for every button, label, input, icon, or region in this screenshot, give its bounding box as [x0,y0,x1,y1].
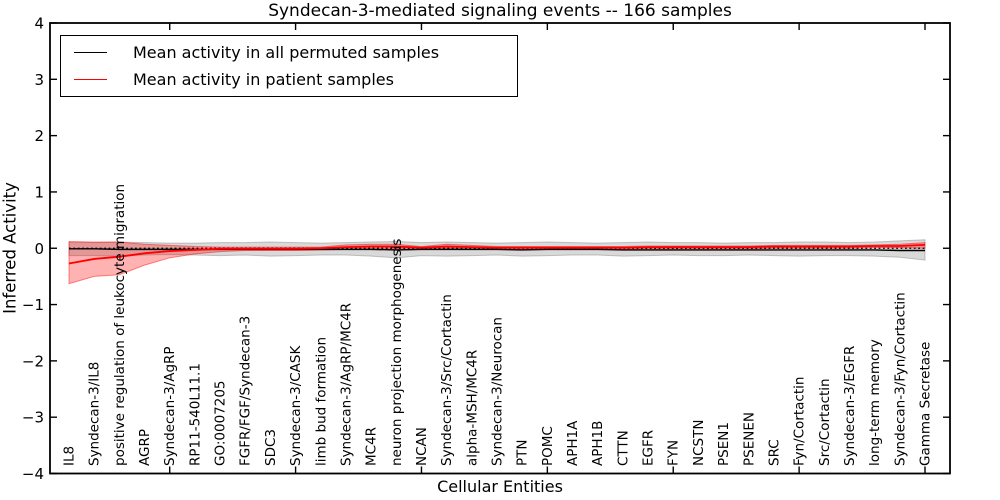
x-tick-label: alpha-MSH/MC4R [464,350,480,466]
x-tick-label: FYN [666,440,682,466]
x-tick-label: Gamma Secretase [918,342,934,466]
x-tick-label: Syndecan-3/IL8 [87,362,103,466]
x-tick-label: limb bud formation [313,337,329,466]
x-tick-label: CTTN [615,430,631,466]
x-tick-label: MC4R [364,427,380,466]
x-axis-label: Cellular Entities [437,477,563,496]
x-tick-label: FGFR/FGF/Syndecan-3 [238,316,254,466]
x-tick-label: PSENEN [741,412,757,466]
patient-mean-line [68,243,926,265]
x-tick-label: PTN [515,440,531,467]
x-tick-label: Syndecan-3/EGFR [842,346,858,466]
y-tick-label: 4 [34,15,44,33]
x-tick-label: PSEN1 [716,422,732,466]
x-tick-label: Fyn/Cortactin [792,377,808,466]
x-tick-label: RP11-540L11.1 [187,363,203,466]
x-tick-label: APH1A [565,420,581,466]
legend-label-permuted: Mean activity in all permuted samples [133,43,440,62]
x-tick-label: Src/Cortactin [817,378,833,466]
x-tick-label: IL8 [62,446,78,466]
y-axis-ticks: 4 3 2 1 0 −1 −2 −3 −4 [22,15,950,483]
patient-line-sample [74,79,107,80]
x-tick-label: APH1B [590,421,606,466]
permuted-line-sample [74,52,107,53]
x-tick-label: Syndecan-3/AgRP/MC4R [338,303,354,466]
x-tick-label: positive regulation of leukocyte migrati… [112,184,128,466]
x-tick-label: Syndecan-3/AgRP [162,346,178,466]
x-tick-label: POMC [540,426,556,466]
legend-label-patient: Mean activity in patient samples [133,70,394,89]
y-tick-label: −1 [22,296,44,314]
x-tick-label: SRC [766,439,782,466]
x-tick-label: AGRP [137,429,153,466]
legend-item-patient: Mean activity in patient samples [61,66,517,93]
x-tick-label: NCAN [414,427,430,466]
x-tick-label: SDC3 [263,429,279,466]
chart-title: Syndecan-3-mediated signaling events -- … [268,1,732,21]
x-tick-label: NCSTN [691,420,707,466]
x-tick-label: Syndecan-3/Src/Cortactin [439,294,455,466]
y-tick-label: −2 [22,352,44,370]
x-tick-label: Syndecan-3/CASK [288,345,304,466]
y-axis-label: Inferred Activity [0,182,20,314]
y-tick-label: 2 [34,127,44,145]
y-tick-label: 3 [34,71,44,89]
y-tick-label: −3 [22,409,44,427]
x-tick-label: Syndecan-3/Neurocan [490,317,506,466]
x-tick-label: Syndecan-3/Fyn/Cortactin [892,292,908,466]
x-axis-ticks [169,23,926,474]
x-tick-label: GO:0007205 [213,380,229,466]
y-tick-label: 0 [34,240,44,258]
legend: Mean activity in all permuted samples Me… [60,35,518,97]
x-category-labels: IL8 Syndecan-3/IL8 positive regulation of … [62,184,934,466]
x-tick-label: long-term memory [867,339,883,466]
x-tick-label: EGFR [641,430,657,466]
legend-item-permuted: Mean activity in all permuted samples [61,39,517,66]
y-tick-label: −4 [22,465,44,483]
y-tick-label: 1 [34,183,44,201]
x-tick-label: neuron projection morphogenesis [389,239,405,466]
